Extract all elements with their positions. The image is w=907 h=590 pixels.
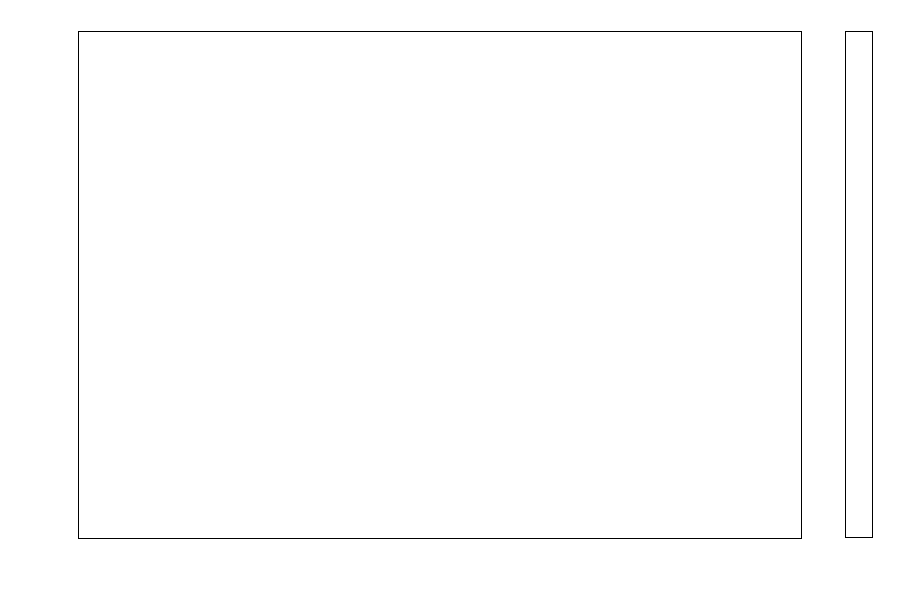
colorbar-canvas (846, 32, 872, 537)
heatmap-canvas (79, 32, 801, 538)
plot-area (78, 31, 802, 539)
colorbar (845, 31, 873, 538)
